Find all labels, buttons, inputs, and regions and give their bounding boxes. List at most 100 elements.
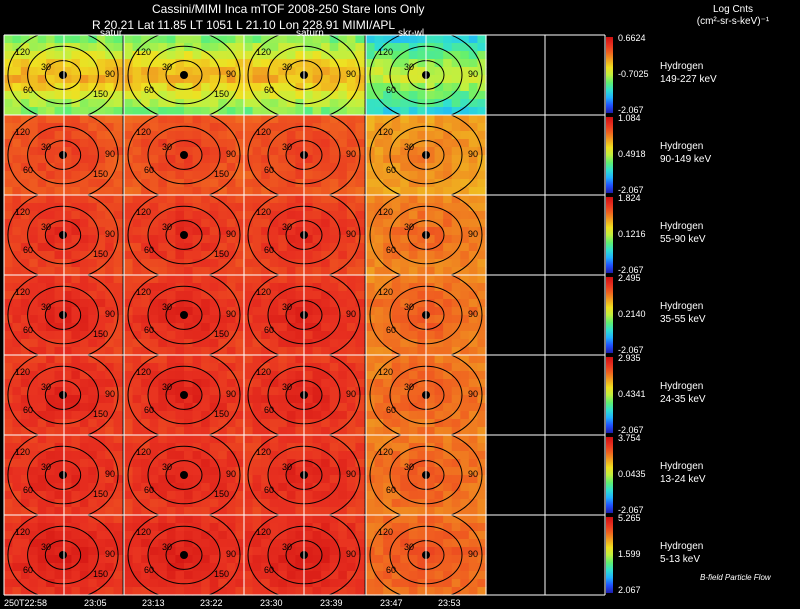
- contour-label: 90: [468, 469, 478, 479]
- contour-line: [247, 275, 361, 355]
- overlay-tag: satur: [100, 28, 123, 39]
- image-frame-row7-f2: [124, 515, 245, 596]
- contour-line: [165, 540, 203, 570]
- contour-set-row7-f1: [4, 515, 122, 595]
- contour-label: 60: [23, 485, 33, 495]
- contour-set-row1-f2: [124, 35, 244, 115]
- contour-line: [44, 60, 82, 90]
- contour-label: 60: [144, 165, 154, 175]
- contour-line: [369, 275, 483, 355]
- image-frame-row2-f4: [366, 115, 487, 196]
- colorbar-mid-label: -0.7025: [618, 69, 649, 79]
- contour-line: [165, 60, 203, 90]
- contour-line: [27, 285, 99, 345]
- colorbar-max-label: 1.824: [618, 193, 641, 203]
- contour-line: [369, 515, 483, 595]
- contour-label: 120: [136, 287, 151, 297]
- energy-label: 24-35 keV: [660, 394, 706, 405]
- planet-marker: [59, 471, 67, 479]
- planet-marker: [180, 391, 188, 399]
- contour-label: 60: [23, 565, 33, 575]
- chart-title: Cassini/MIMI Inca mTOF 2008-250 Stare Io…: [152, 2, 425, 16]
- colorbar-row5: [606, 357, 613, 433]
- contour-line: [127, 275, 241, 355]
- contour-line: [127, 355, 241, 435]
- contour-line: [44, 460, 82, 490]
- species-label: Hydrogen: [660, 221, 704, 232]
- colorbar-max-label: 2.935: [618, 353, 641, 363]
- contour-set-row6-f2: [124, 435, 244, 515]
- planet-marker: [59, 551, 67, 559]
- contour-label: 90: [105, 69, 115, 79]
- contour-label: 90: [226, 229, 236, 239]
- contour-label: 60: [386, 325, 396, 335]
- contour-label: 60: [264, 85, 274, 95]
- contour-label: 90: [468, 149, 478, 159]
- image-frame-row5-f1: [4, 355, 123, 436]
- contour-label: 60: [264, 165, 274, 175]
- contour-line: [127, 35, 241, 115]
- contour-label: 30: [404, 142, 414, 152]
- colorbar-max-label: 0.6624: [618, 33, 646, 43]
- contour-label: 30: [404, 62, 414, 72]
- contour-label: 120: [15, 367, 30, 377]
- contour-label: 60: [144, 245, 154, 255]
- contour-line: [369, 435, 483, 515]
- colorbar-row6: [606, 437, 613, 513]
- contour-label: 90: [226, 149, 236, 159]
- contour-label: 30: [162, 62, 172, 72]
- contour-label: 90: [468, 549, 478, 559]
- contour-line: [165, 220, 203, 250]
- contour-label: 90: [346, 389, 356, 399]
- planet-marker: [180, 71, 188, 79]
- channel-label: Hydrogen 5-13 keV: [660, 540, 703, 566]
- colorbar-row4: [606, 277, 613, 353]
- colorbar-max-label: 3.754: [618, 433, 641, 443]
- colorbar-min-label: 2.067: [618, 585, 641, 595]
- image-frame-row2-f3: [244, 115, 365, 196]
- species-label: Hydrogen: [660, 141, 704, 152]
- planet-marker: [59, 231, 67, 239]
- contour-label: 30: [404, 302, 414, 312]
- contour-line: [165, 380, 203, 410]
- image-frame-row2-f1: [4, 115, 123, 196]
- contour-label: 120: [256, 287, 271, 297]
- contour-label: 120: [256, 47, 271, 57]
- contour-label: 30: [162, 382, 172, 392]
- contour-set-row4-f1: [4, 275, 122, 355]
- overlay-tag: skr-wl: [398, 28, 425, 39]
- colorbar-mid-label: 1.599: [618, 549, 641, 559]
- contour-set-row7-f2: [124, 515, 244, 595]
- contour-line: [247, 195, 361, 275]
- contour-line: [147, 285, 221, 345]
- image-frame-row4-f3: [244, 275, 365, 356]
- contour-line: [247, 435, 361, 515]
- image-frame-row6-f4: [366, 435, 487, 516]
- contour-label: 90: [468, 389, 478, 399]
- contour-label: 150: [93, 409, 108, 419]
- contour-line: [165, 300, 203, 330]
- channel-label: Hydrogen 13-24 keV: [660, 460, 706, 486]
- contour-line: [7, 355, 119, 435]
- contour-label: 90: [468, 229, 478, 239]
- contour-label: 120: [136, 47, 151, 57]
- colorbar-max-label: 1.084: [618, 113, 641, 123]
- contour-line: [147, 205, 221, 265]
- image-frame-row3-f4: [366, 195, 487, 276]
- contour-line: [147, 365, 221, 425]
- contour-label: 30: [404, 462, 414, 472]
- contour-label: 150: [214, 569, 229, 579]
- contour-label: 30: [282, 222, 292, 232]
- contour-label: 30: [282, 542, 292, 552]
- image-frame-row3-f3: [244, 195, 365, 276]
- contour-label: 90: [346, 229, 356, 239]
- contour-label: 120: [15, 447, 30, 457]
- contour-label: 120: [256, 447, 271, 457]
- contour-label: 60: [264, 325, 274, 335]
- contour-label: 90: [468, 309, 478, 319]
- contour-label: 30: [41, 222, 51, 232]
- grid-lines: [3, 34, 606, 596]
- contour-label: 60: [144, 325, 154, 335]
- contour-line: [147, 45, 221, 105]
